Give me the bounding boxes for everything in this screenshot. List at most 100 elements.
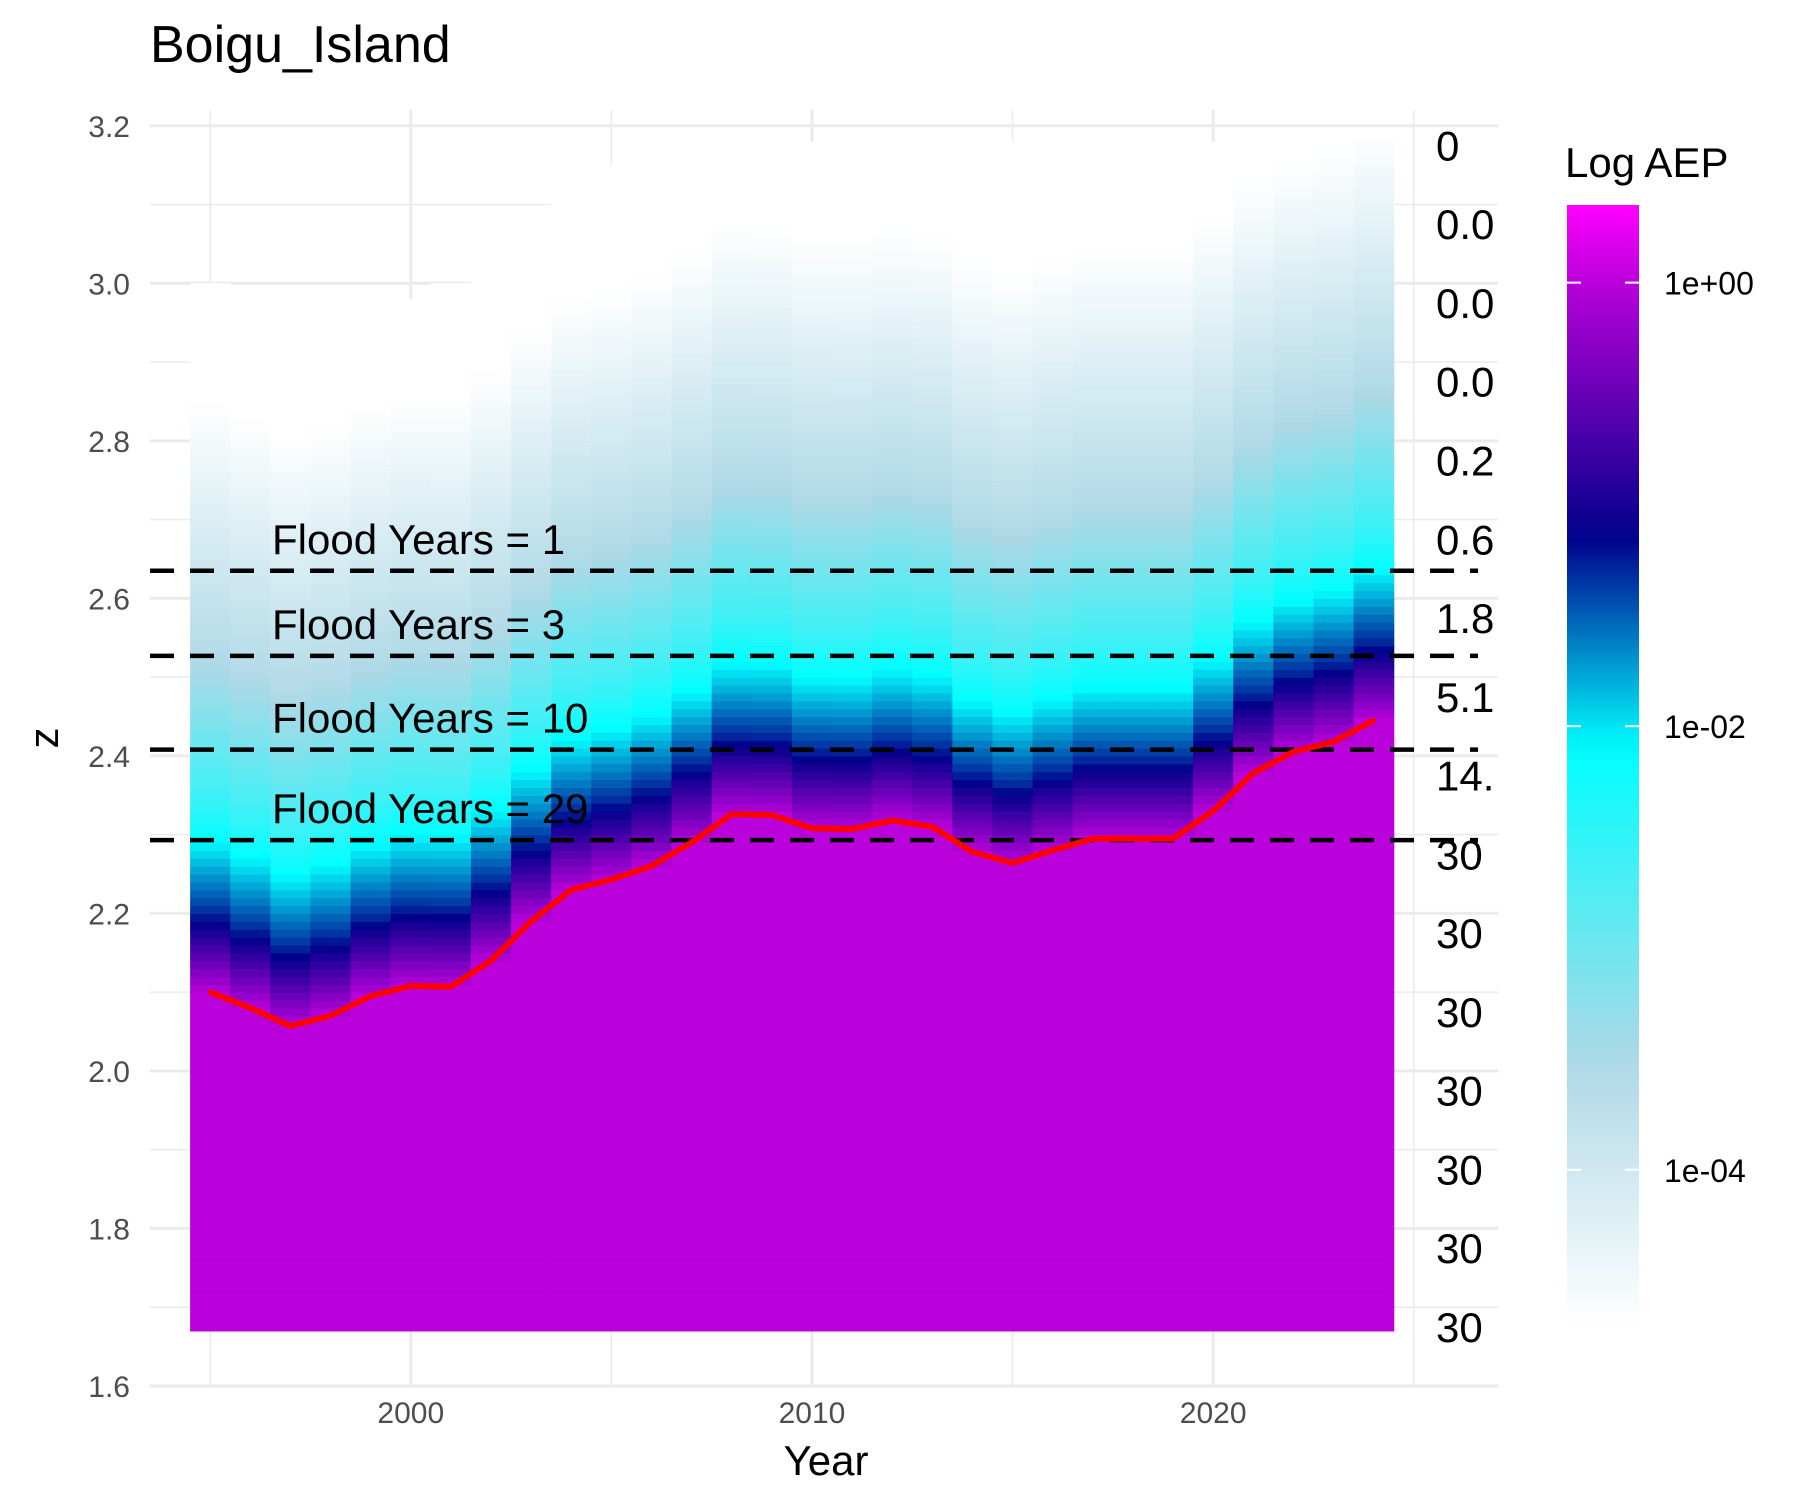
- heatmap-cell: [751, 377, 793, 387]
- heatmap-cell: [1152, 243, 1194, 253]
- heatmap-cell: [912, 779, 953, 788]
- heatmap-cell: [470, 1212, 512, 1222]
- heatmap-cell: [671, 377, 713, 387]
- heatmap-cell: [952, 1086, 994, 1096]
- heatmap-cell: [952, 417, 994, 426]
- heatmap-cell: [992, 165, 1034, 174]
- heatmap-cell: [671, 968, 713, 978]
- heatmap-cell: [751, 1259, 793, 1269]
- heatmap-cell: [912, 748, 953, 757]
- heatmap-cell: [430, 1000, 472, 1009]
- heatmap-cell: [1233, 1110, 1274, 1119]
- heatmap-cell: [832, 1220, 873, 1230]
- right-label: 30: [1436, 831, 1483, 878]
- heatmap-cell: [1233, 574, 1274, 584]
- heatmap-cell: [1112, 149, 1154, 158]
- heatmap-cell: [230, 417, 271, 426]
- heatmap-cell: [872, 1110, 913, 1119]
- heatmap-cell: [1112, 1236, 1154, 1245]
- heatmap-cell: [1112, 574, 1154, 584]
- right-label: 0.0: [1436, 201, 1494, 248]
- heatmap-cell: [1032, 952, 1074, 962]
- heatmap-cell: [832, 1023, 873, 1033]
- heatmap-cell: [1112, 748, 1154, 757]
- x-tick-label: 2010: [779, 1397, 846, 1430]
- heatmap-cell: [872, 1007, 913, 1017]
- heatmap-cell: [1072, 984, 1114, 993]
- heatmap-cell: [1112, 1189, 1154, 1198]
- heatmap-cell: [751, 1149, 793, 1159]
- heatmap-cell: [1152, 362, 1194, 371]
- heatmap-cell: [832, 748, 873, 757]
- heatmap-cell: [1233, 1252, 1274, 1261]
- heatmap-cell: [631, 748, 673, 757]
- heatmap-cell: [832, 598, 873, 607]
- heatmap-cell: [1152, 527, 1194, 536]
- heatmap-cell: [190, 1181, 231, 1190]
- heatmap-cell: [631, 826, 673, 836]
- heatmap-cell: [912, 173, 953, 182]
- heatmap-cell: [1313, 763, 1355, 773]
- heatmap-cell: [1353, 1039, 1395, 1048]
- heatmap-cell: [1112, 606, 1154, 615]
- heatmap-cell: [551, 952, 592, 962]
- heatmap-cell: [912, 606, 953, 615]
- heatmap-cell: [270, 937, 312, 946]
- heatmap-cell: [1112, 740, 1154, 749]
- heatmap-cell: [631, 960, 673, 970]
- heatmap-cell: [470, 866, 512, 875]
- heatmap-cell: [230, 495, 271, 505]
- series-point: [1210, 808, 1216, 814]
- heatmap-cell: [872, 1118, 913, 1127]
- heatmap-cell: [430, 543, 472, 552]
- heatmap-cell: [310, 1212, 352, 1222]
- heatmap-cell: [350, 1267, 392, 1277]
- heatmap-cell: [952, 283, 994, 292]
- heatmap-cell: [1233, 1070, 1274, 1080]
- heatmap-cell: [711, 692, 753, 702]
- heatmap-cell: [1193, 330, 1234, 340]
- heatmap-cell: [1233, 1157, 1274, 1167]
- heatmap-cell: [470, 716, 512, 725]
- heatmap-cell: [1273, 149, 1315, 158]
- heatmap-cell: [631, 503, 673, 513]
- heatmap-cell: [1353, 755, 1395, 765]
- heatmap-cell: [1313, 141, 1355, 150]
- heatmap-cell: [631, 369, 673, 379]
- heatmap-cell: [1233, 511, 1274, 521]
- heatmap-cell: [1152, 1220, 1194, 1230]
- heatmap-cell: [832, 1126, 873, 1135]
- heatmap-cell: [1072, 543, 1114, 552]
- heatmap-cell: [310, 858, 352, 867]
- heatmap-cell: [711, 724, 753, 733]
- heatmap-cell: [470, 1031, 512, 1041]
- heatmap-cell: [1152, 621, 1194, 631]
- heatmap-cell: [872, 1236, 913, 1245]
- heatmap-cell: [551, 385, 592, 395]
- heatmap-cell: [1353, 629, 1395, 639]
- heatmap-cell: [751, 157, 793, 166]
- heatmap-cell: [190, 937, 231, 946]
- heatmap-cell: [791, 1023, 833, 1033]
- heatmap-cell: [310, 1307, 352, 1316]
- heatmap-cell: [631, 850, 673, 859]
- heatmap-cell: [230, 369, 271, 379]
- heatmap-cell: [1233, 803, 1274, 812]
- heatmap-cell: [1233, 306, 1274, 316]
- heatmap-cell: [1032, 866, 1074, 875]
- heatmap-cell: [952, 921, 994, 930]
- heatmap-cell: [591, 763, 633, 773]
- heatmap-cell: [832, 795, 873, 804]
- heatmap-cell: [470, 755, 512, 765]
- heatmap-cell: [190, 488, 231, 497]
- heatmap-cell: [1072, 1133, 1114, 1143]
- heatmap-cell: [872, 448, 913, 458]
- heatmap-cell: [430, 1086, 472, 1096]
- heatmap-cell: [190, 684, 231, 694]
- heatmap-cell: [310, 393, 352, 403]
- heatmap-cell: [1032, 1228, 1074, 1237]
- heatmap-cell: [350, 527, 392, 536]
- heatmap-cell: [1112, 464, 1154, 473]
- heatmap-cell: [952, 1236, 994, 1245]
- heatmap-cell: [992, 1031, 1034, 1041]
